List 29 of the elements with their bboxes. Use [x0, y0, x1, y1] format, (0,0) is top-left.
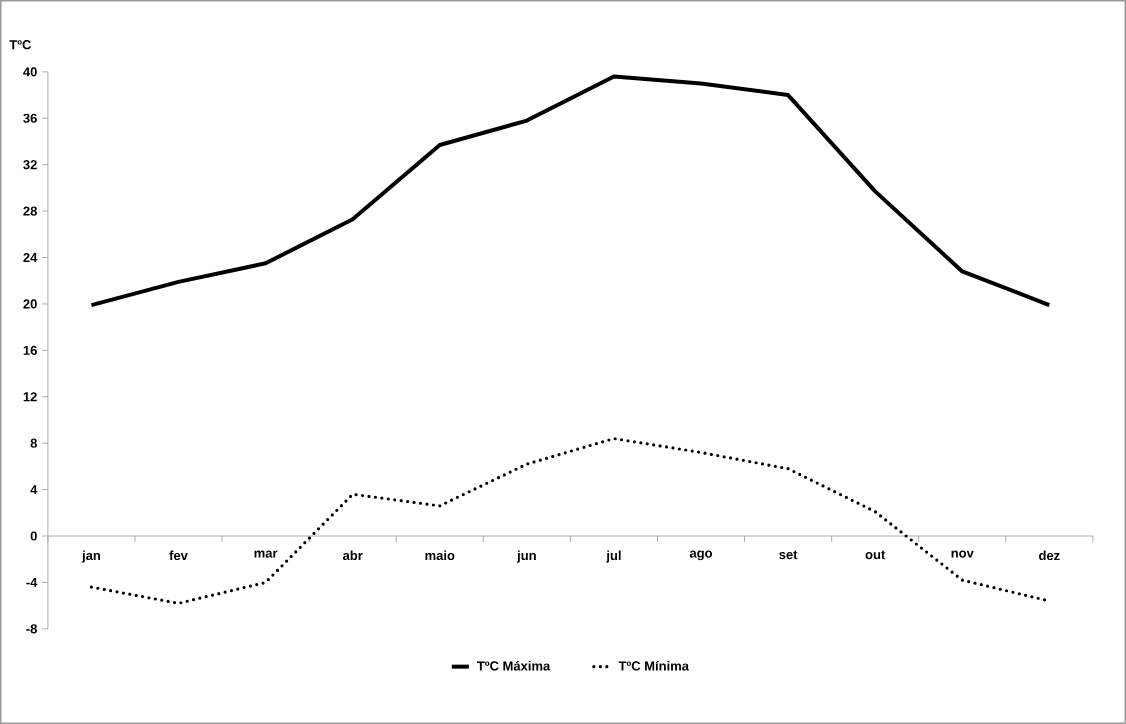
x-tick-label: fev — [169, 550, 188, 561]
legend-label: TºC Mínima — [618, 660, 690, 671]
legend-label: TºC Máxima — [477, 660, 551, 671]
x-tick-label: ago — [689, 550, 713, 561]
y-axis-title: TºC — [9, 40, 32, 50]
y-tick-label: 8 — [30, 438, 37, 448]
y-tick-label: 4 — [30, 485, 38, 495]
y-tick-label: 16 — [23, 345, 37, 355]
y-tick-label: 12 — [23, 392, 37, 402]
y-tick-label: 28 — [23, 206, 37, 216]
y-tick-label: 0 — [30, 531, 37, 541]
y-tick-label: -4 — [26, 577, 38, 587]
x-tick-label: set — [779, 550, 798, 560]
y-tick-label: -8 — [26, 624, 37, 634]
y-tick-label: 24 — [23, 252, 38, 263]
y-tick-label: 32 — [23, 160, 37, 170]
x-tick-label: nov — [951, 550, 974, 558]
x-tick-label: dez — [1039, 550, 1060, 561]
x-tick-label: mar — [254, 550, 278, 558]
x-tick-label: jun — [516, 550, 536, 563]
y-tick-label: 40 — [23, 67, 37, 77]
y-tick-label: 36 — [23, 113, 37, 123]
x-tick-label: jan — [81, 550, 101, 563]
y-tick-label: 20 — [23, 299, 37, 309]
x-tick-label: out — [865, 550, 886, 560]
x-tick-label: maio — [425, 550, 455, 561]
x-tick-label: abr — [342, 550, 363, 561]
x-tick-label: jul — [606, 550, 621, 563]
line-series — [89, 74, 1052, 308]
